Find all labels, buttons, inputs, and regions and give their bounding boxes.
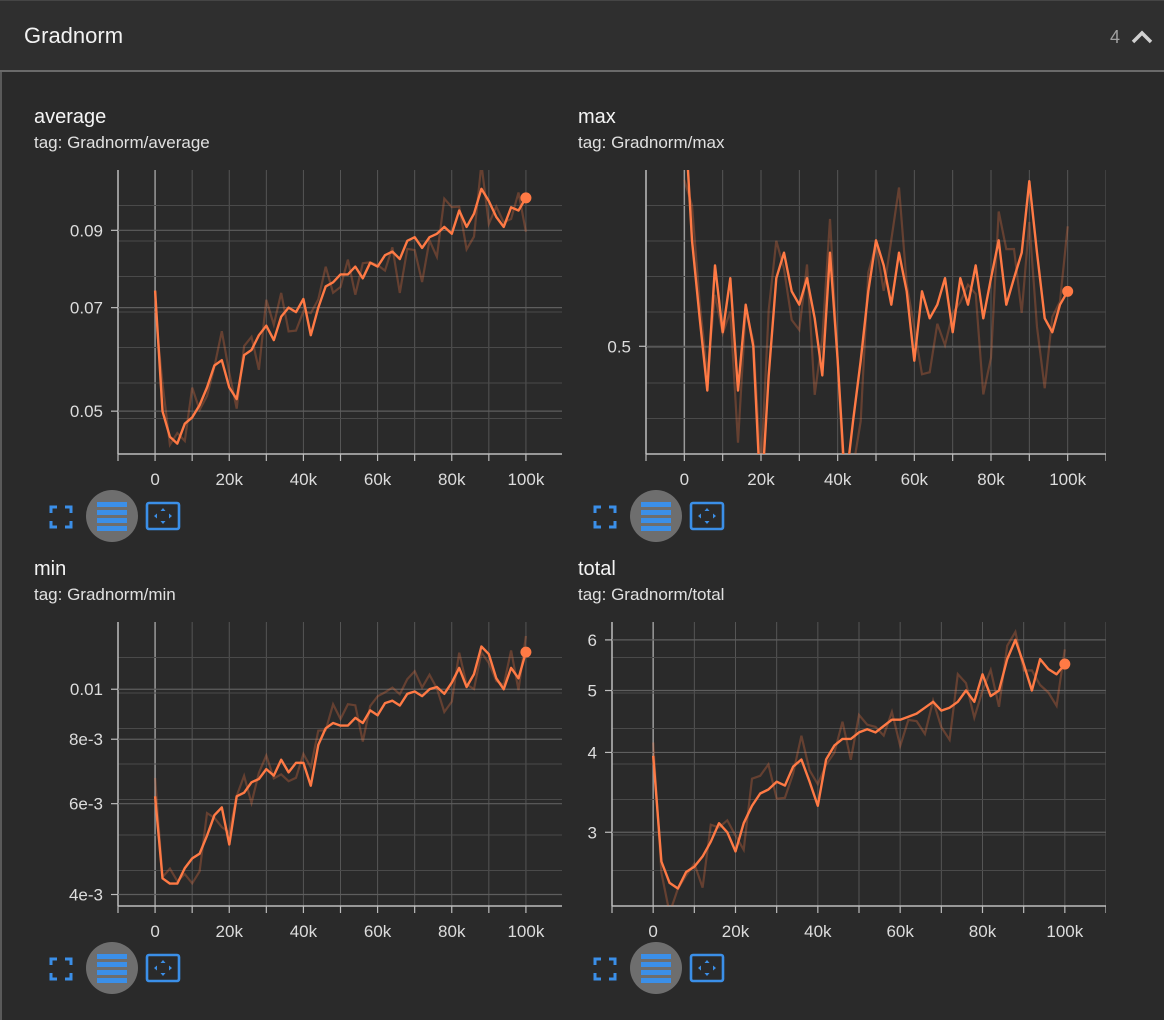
series-end-point[interactable]: [1062, 285, 1074, 297]
fullscreen-icon: [593, 957, 617, 981]
x-tick-label: 100k: [1046, 922, 1083, 941]
fullscreen-button[interactable]: [46, 502, 76, 532]
y-tick-label: 0.5: [607, 337, 631, 356]
y-tick-label: 0.01: [70, 680, 103, 699]
chart-title: max: [578, 106, 616, 128]
y-tick-label: 0.07: [70, 299, 103, 318]
x-tick-label: 40k: [824, 470, 852, 489]
x-tick-label: 0: [150, 922, 159, 941]
legend-lines-icon: [641, 502, 671, 531]
legend-lines-icon: [97, 954, 127, 983]
x-tick-label: 40k: [290, 470, 318, 489]
chart-card-min: min tag: Gradnorm/min 0 20k 40k 60k 80k 100k 4…: [2, 524, 562, 994]
x-tick-label: 100k: [1049, 470, 1086, 489]
chart-card-total: total tag: Gradnorm/total 0 20k 40k 60k 80k 1…: [546, 524, 1106, 994]
x-tick-label: 80k: [438, 922, 466, 941]
legend-toggle-button[interactable]: [86, 942, 138, 994]
plot-area: [153, 170, 527, 449]
section-header: Gradnorm 4: [0, 0, 1164, 72]
x-tick-label: 80k: [969, 922, 997, 941]
chart-card-average: average tag: Gradnorm/average 0 20k 40k 60k…: [2, 72, 562, 542]
y-tick-label: 6e-3: [69, 795, 103, 814]
fit-domain-button[interactable]: [689, 500, 725, 532]
chart-title: average: [34, 106, 107, 128]
x-tick-label: 60k: [364, 470, 392, 489]
x-tick-label: 20k: [216, 470, 244, 489]
y-tick-label: 4: [588, 743, 597, 762]
legend-toggle-button[interactable]: [630, 490, 682, 542]
y-tick-label: 0.09: [70, 221, 103, 240]
x-tick-label: 0: [648, 922, 657, 941]
series-line[interactable]: [153, 187, 527, 445]
fullscreen-icon: [593, 505, 617, 529]
line-chart[interactable]: 0 20k 40k 60k 80k 100k 4e-3 6e-3 8e-3 0.01: [2, 524, 562, 944]
y-tick-label: 4e-3: [69, 886, 103, 905]
chart-card-max: max tag: Gradnorm/max 0 20k 40k 60k 80k 100k 0…: [546, 72, 1106, 542]
fullscreen-button[interactable]: [590, 502, 620, 532]
fit-domain-button[interactable]: [145, 500, 181, 532]
x-tick-label: 60k: [364, 922, 392, 941]
x-tick-label: 40k: [290, 922, 318, 941]
fit-domain-icon: [689, 501, 725, 531]
y-tick-label: 6: [588, 631, 597, 650]
x-tick-label: 100k: [507, 922, 544, 941]
line-chart[interactable]: 0 20k 40k 60k 80k 100k 3 4 5 6: [546, 524, 1106, 944]
fit-domain-button[interactable]: [145, 952, 181, 984]
line-chart[interactable]: 0 20k 40k 60k 80k 100k 0.5: [546, 72, 1106, 492]
x-tick-label: 60k: [901, 470, 929, 489]
x-tick-label: 20k: [722, 922, 750, 941]
x-tick-label: 0: [680, 470, 689, 489]
y-tick-label: 5: [588, 682, 597, 701]
fit-domain-icon: [145, 953, 181, 983]
fullscreen-button[interactable]: [590, 954, 620, 984]
x-tick-label: 100k: [507, 470, 544, 489]
chart-tag: tag: Gradnorm/max: [578, 133, 725, 152]
fullscreen-icon: [49, 957, 73, 981]
section-title: Gradnorm: [24, 23, 124, 48]
x-tick-label: 80k: [438, 470, 466, 489]
y-tick-label: 3: [588, 823, 597, 842]
x-tick-label: 60k: [886, 922, 914, 941]
legend-toggle-button[interactable]: [630, 942, 682, 994]
x-tick-label: 20k: [216, 922, 244, 941]
fit-domain-icon: [689, 953, 725, 983]
legend-lines-icon: [97, 502, 127, 531]
plot-area: [652, 628, 1066, 906]
plot-area: [683, 106, 1069, 492]
plot-area: [153, 635, 528, 886]
x-tick-label: 80k: [977, 470, 1005, 489]
fullscreen-button[interactable]: [46, 954, 76, 984]
charts-grid: average tag: Gradnorm/average 0 20k 40k 60k…: [0, 72, 1164, 1020]
raw-series-line: [154, 635, 527, 886]
series-line[interactable]: [652, 638, 1066, 890]
fullscreen-icon: [49, 505, 73, 529]
chart-title: min: [34, 558, 67, 580]
x-tick-label: 20k: [747, 470, 775, 489]
legend-lines-icon: [641, 954, 671, 983]
chart-title: total: [578, 558, 616, 580]
series-line[interactable]: [153, 645, 528, 885]
fit-domain-icon: [145, 501, 181, 531]
chevron-up-icon[interactable]: [1128, 25, 1156, 49]
y-tick-label: 8e-3: [69, 730, 103, 749]
y-tick-label: 0.05: [70, 402, 103, 421]
series-end-point[interactable]: [520, 646, 532, 658]
raw-series-line: [154, 170, 527, 449]
chart-tag: tag: Gradnorm/total: [578, 585, 725, 604]
series-line[interactable]: [684, 106, 1069, 492]
chart-tag: tag: Gradnorm/average: [34, 133, 210, 152]
x-tick-label: 40k: [804, 922, 832, 941]
legend-toggle-button[interactable]: [86, 490, 138, 542]
series-end-point[interactable]: [1059, 658, 1071, 670]
series-end-point[interactable]: [520, 192, 532, 204]
line-chart[interactable]: 0 20k 40k 60k 80k 100k 0.05 0.07 0.09: [2, 72, 562, 492]
chart-count: 4: [1110, 27, 1121, 47]
chart-tag: tag: Gradnorm/min: [34, 585, 176, 604]
x-tick-label: 0: [150, 470, 159, 489]
fit-domain-button[interactable]: [689, 952, 725, 984]
